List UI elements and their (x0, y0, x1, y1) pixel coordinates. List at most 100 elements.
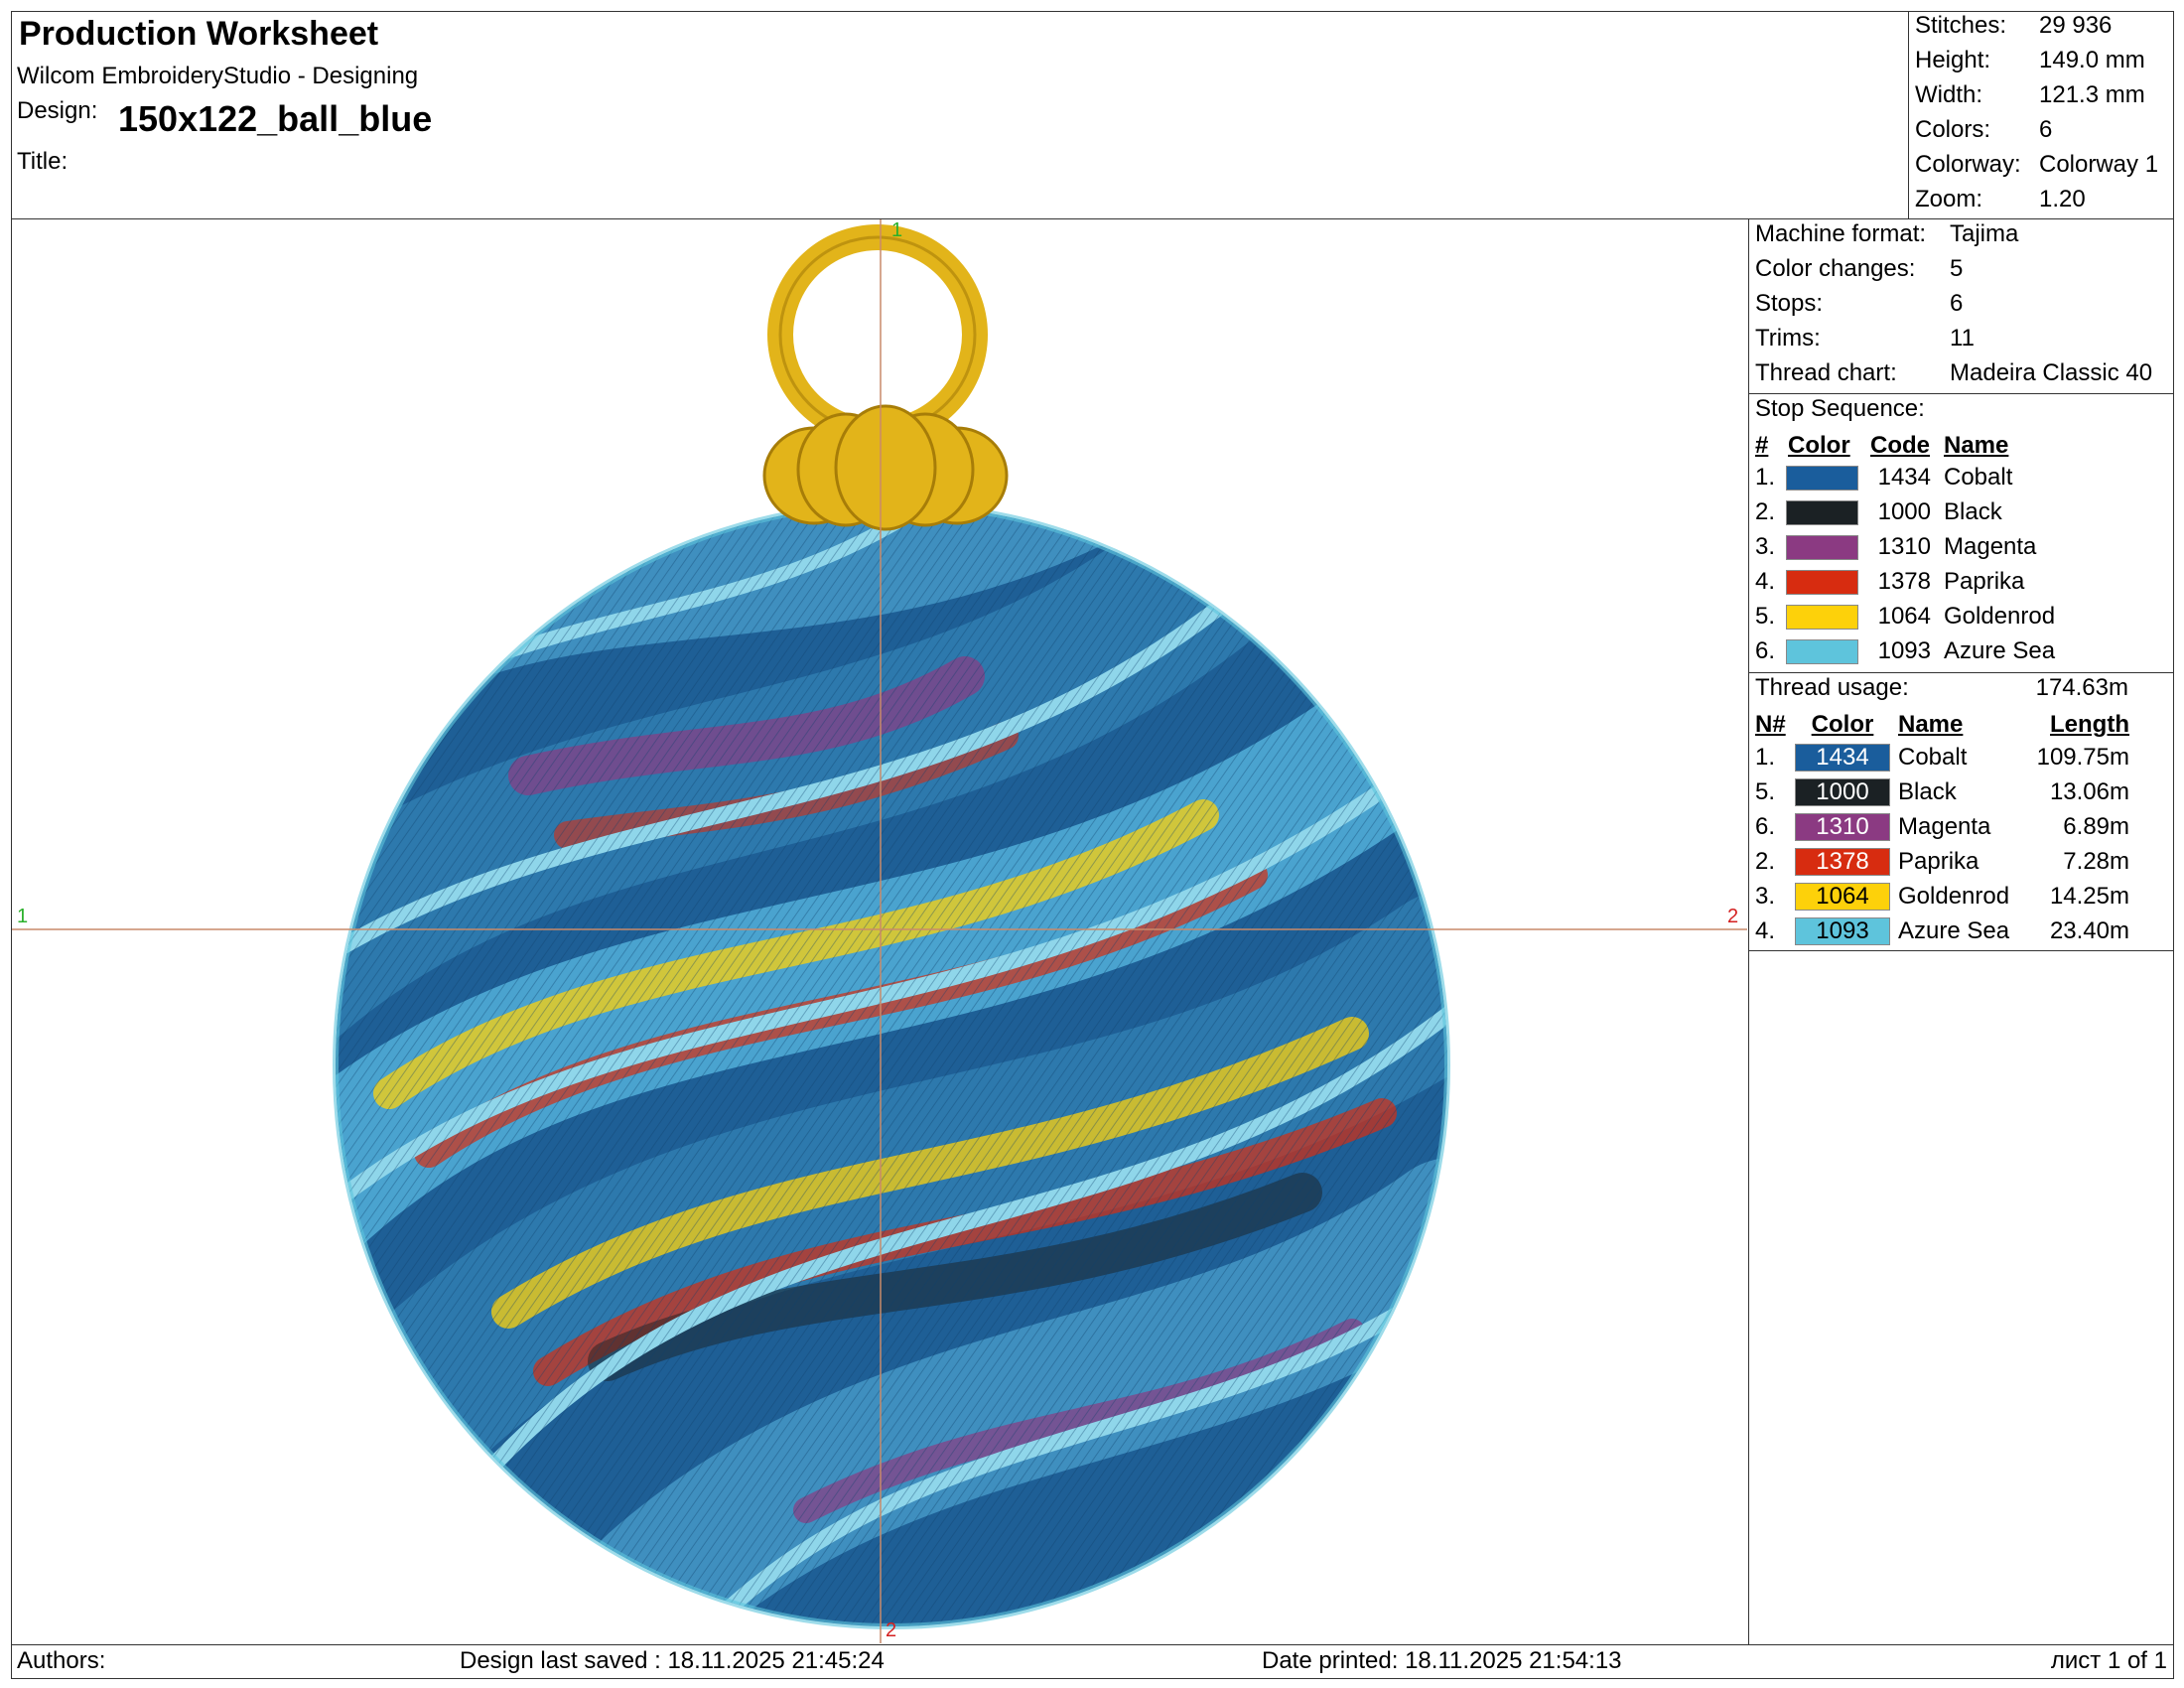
label: Trims: (1755, 325, 1821, 352)
value: 6 (1950, 290, 1964, 317)
footer-box (11, 1644, 2174, 1679)
name: Paprika (1898, 848, 1979, 875)
divider (1748, 672, 2174, 673)
label: 3. (1755, 883, 1776, 910)
name: Azure Sea (1944, 637, 2056, 664)
color-swatch (1786, 500, 1858, 525)
value: 121.3 mm (2039, 81, 2145, 108)
length: 23.40m (2049, 917, 2129, 944)
column-header: # (1755, 432, 1769, 459)
label: Stitches: (1915, 12, 2007, 39)
label: 4. (1755, 917, 1776, 944)
design-canvas (12, 219, 1747, 1643)
name: Black (1944, 498, 2002, 525)
label: Height: (1915, 47, 1991, 73)
color-swatch (1795, 778, 1890, 806)
label: 6. (1755, 637, 1776, 664)
column-header: Color (1811, 711, 1874, 738)
column-header: N# (1755, 711, 1786, 738)
name: Goldenrod (1898, 883, 2010, 910)
footer-text: Authors: (17, 1647, 106, 1674)
name: Goldenrod (1944, 603, 2056, 630)
axis-mark: 1 (17, 906, 29, 927)
code: 1310 (1877, 533, 1931, 560)
footer-text: Design last saved : 18.11.2025 21:45:24 (460, 1647, 885, 1674)
label: 1. (1755, 464, 1776, 491)
code: 1310 (1816, 813, 1869, 840)
label: Title: (17, 148, 68, 175)
label: Color changes: (1755, 255, 1916, 282)
divider (1748, 393, 2174, 394)
column-header: Color (1788, 432, 1850, 459)
length: 109.75m (2036, 744, 2129, 771)
code: 1000 (1877, 498, 1931, 525)
code: 1093 (1816, 917, 1869, 944)
name: Cobalt (1944, 464, 2013, 491)
label: Thread chart: (1755, 359, 1897, 386)
color-swatch (1786, 570, 1858, 595)
value: 149.0 mm (2039, 47, 2145, 73)
label: 2. (1755, 848, 1776, 875)
label: Zoom: (1915, 186, 1983, 212)
value: 6 (2039, 116, 2053, 143)
color-swatch (1786, 639, 1858, 664)
total: 174.63m (2035, 674, 2128, 701)
column-header: Code (1870, 432, 1930, 459)
color-swatch (1786, 466, 1858, 491)
axis-mark: 1 (891, 219, 903, 241)
label: Stops: (1755, 290, 1824, 317)
code: 1093 (1877, 637, 1931, 664)
code: 1378 (1816, 848, 1869, 875)
color-swatch (1795, 883, 1890, 911)
color-swatch (1795, 917, 1890, 945)
section-heading: Thread usage: (1755, 674, 1909, 701)
label: 2. (1755, 498, 1776, 525)
color-swatch (1786, 535, 1858, 560)
code: 1064 (1816, 883, 1869, 910)
value: Madeira Classic 40 (1950, 359, 2153, 386)
column-header: Name (1898, 711, 1964, 738)
label: Design: (17, 97, 98, 124)
label: 4. (1755, 568, 1776, 595)
value: Tajima (1950, 220, 2019, 247)
axis-mark: 2 (886, 1619, 897, 1641)
name: Magenta (1944, 533, 2037, 560)
value: 1.20 (2039, 186, 2086, 212)
name: Cobalt (1898, 744, 1968, 771)
value: 29 936 (2039, 12, 2113, 39)
divider (1748, 950, 2174, 951)
code: 1434 (1877, 464, 1931, 491)
label: 5. (1755, 778, 1776, 805)
color-swatch (1795, 744, 1890, 772)
length: 6.89m (2063, 813, 2129, 840)
length: 13.06m (2049, 778, 2129, 805)
label: Machine format: (1755, 220, 1927, 247)
section-heading: Stop Sequence: (1755, 395, 1925, 422)
footer-text: Date printed: 18.11.2025 21:54:13 (1262, 1647, 1622, 1674)
label: 1. (1755, 744, 1776, 771)
footer-text: лист 1 of 1 (2050, 1647, 2167, 1674)
label: Colors: (1915, 116, 1991, 143)
label: Width: (1915, 81, 1983, 108)
value: 5 (1950, 255, 1964, 282)
page-title: Production Worksheet (19, 15, 379, 53)
design-name: 150x122_ball_blue (118, 98, 433, 139)
label: 5. (1755, 603, 1776, 630)
length: 14.25m (2049, 883, 2129, 910)
color-swatch (1786, 605, 1858, 630)
code: 1378 (1877, 568, 1931, 595)
axis-mark: 2 (1727, 906, 1739, 927)
name: Magenta (1898, 813, 1991, 840)
software: Wilcom EmbroideryStudio - Designing (17, 63, 419, 89)
label: 3. (1755, 533, 1776, 560)
code: 1064 (1877, 603, 1931, 630)
code: 1434 (1816, 744, 1869, 771)
ornament (333, 224, 1450, 1629)
name: Azure Sea (1898, 917, 2010, 944)
label: Colorway: (1915, 151, 2021, 178)
color-swatch (1795, 813, 1890, 841)
length: 7.28m (2063, 848, 2129, 875)
color-swatch (1795, 848, 1890, 876)
value: Colorway 1 (2039, 151, 2159, 178)
